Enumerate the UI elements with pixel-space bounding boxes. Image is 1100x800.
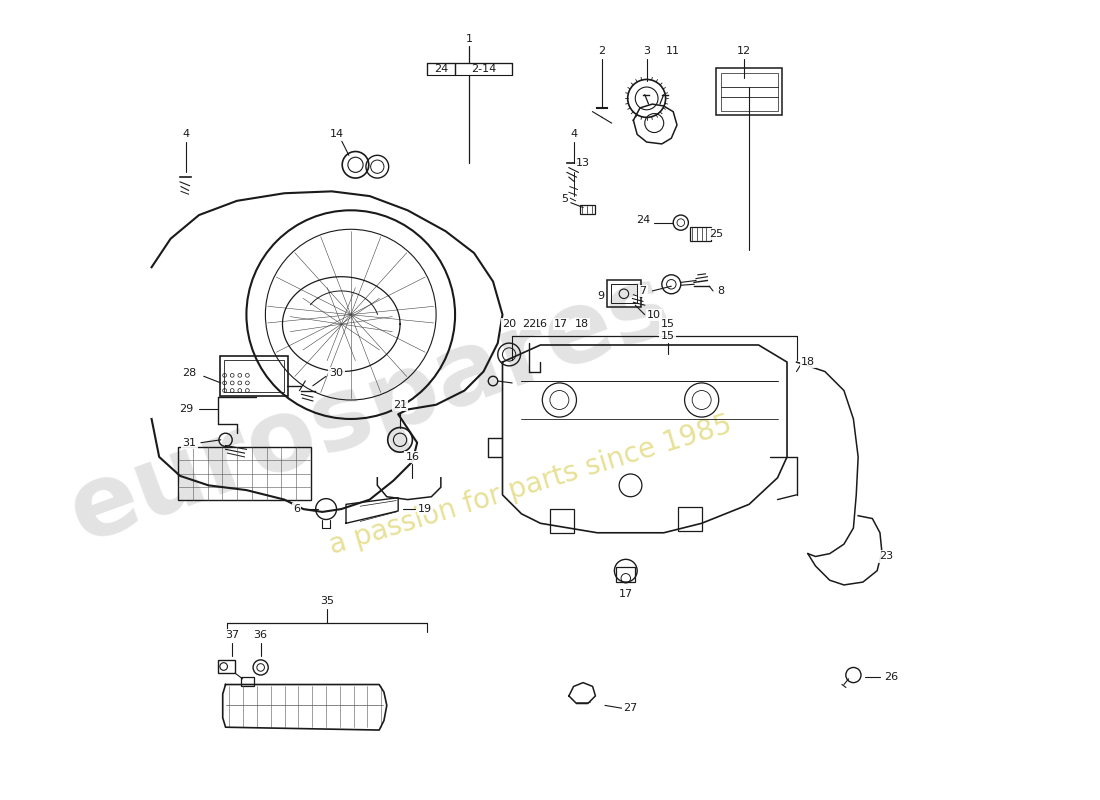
Text: 16: 16 <box>534 319 548 329</box>
Text: 17: 17 <box>554 319 569 329</box>
Text: 35: 35 <box>320 596 334 606</box>
Text: 19: 19 <box>418 504 432 514</box>
Text: 15: 15 <box>660 330 674 341</box>
Text: 5: 5 <box>562 194 569 204</box>
Text: 28: 28 <box>183 369 197 378</box>
Text: 31: 31 <box>183 438 197 448</box>
Text: 17: 17 <box>618 590 632 599</box>
Text: 11: 11 <box>667 46 680 56</box>
Text: 26: 26 <box>884 672 899 682</box>
Text: a passion for parts since 1985: a passion for parts since 1985 <box>327 410 736 560</box>
Bar <box>241 677 254 686</box>
Bar <box>550 509 573 533</box>
Text: 6: 6 <box>294 504 300 514</box>
Bar <box>581 205 595 214</box>
Text: 20: 20 <box>502 319 516 329</box>
Text: 8: 8 <box>717 286 724 296</box>
Text: 7: 7 <box>639 286 647 296</box>
Text: 29: 29 <box>179 405 194 414</box>
Bar <box>607 281 641 307</box>
Text: 25: 25 <box>708 229 723 239</box>
Text: 12: 12 <box>737 46 751 56</box>
Bar <box>616 567 636 582</box>
Bar <box>610 284 637 303</box>
Text: 24: 24 <box>636 215 650 225</box>
Bar <box>678 507 702 531</box>
Text: 14: 14 <box>330 130 343 139</box>
Text: 36: 36 <box>254 630 267 640</box>
Bar <box>220 356 288 396</box>
Text: 16: 16 <box>406 452 419 462</box>
Text: 22: 22 <box>521 319 536 329</box>
Text: 2: 2 <box>598 46 606 56</box>
Text: 37: 37 <box>226 630 240 640</box>
Text: 10: 10 <box>647 310 661 320</box>
Text: 21: 21 <box>393 400 407 410</box>
Text: 18: 18 <box>801 357 815 367</box>
Text: 13: 13 <box>576 158 590 168</box>
Text: 2-14: 2-14 <box>471 64 496 74</box>
Text: 9: 9 <box>597 290 605 301</box>
Bar <box>178 447 311 499</box>
Text: 18: 18 <box>575 319 590 329</box>
Bar <box>455 63 512 74</box>
Text: 27: 27 <box>624 703 638 714</box>
Text: 1: 1 <box>465 34 473 44</box>
Bar <box>427 63 455 74</box>
Text: 4: 4 <box>183 130 189 139</box>
Bar <box>716 68 782 115</box>
Text: eurospares: eurospares <box>56 256 683 563</box>
Text: 4: 4 <box>570 130 578 139</box>
Text: 15: 15 <box>660 319 674 329</box>
Bar <box>223 360 285 393</box>
Bar <box>218 660 235 673</box>
Text: 30: 30 <box>330 369 343 378</box>
Text: 24: 24 <box>433 64 448 74</box>
Bar <box>691 227 711 241</box>
Bar <box>720 73 778 110</box>
Text: 3: 3 <box>644 46 650 56</box>
Text: 23: 23 <box>880 551 893 562</box>
